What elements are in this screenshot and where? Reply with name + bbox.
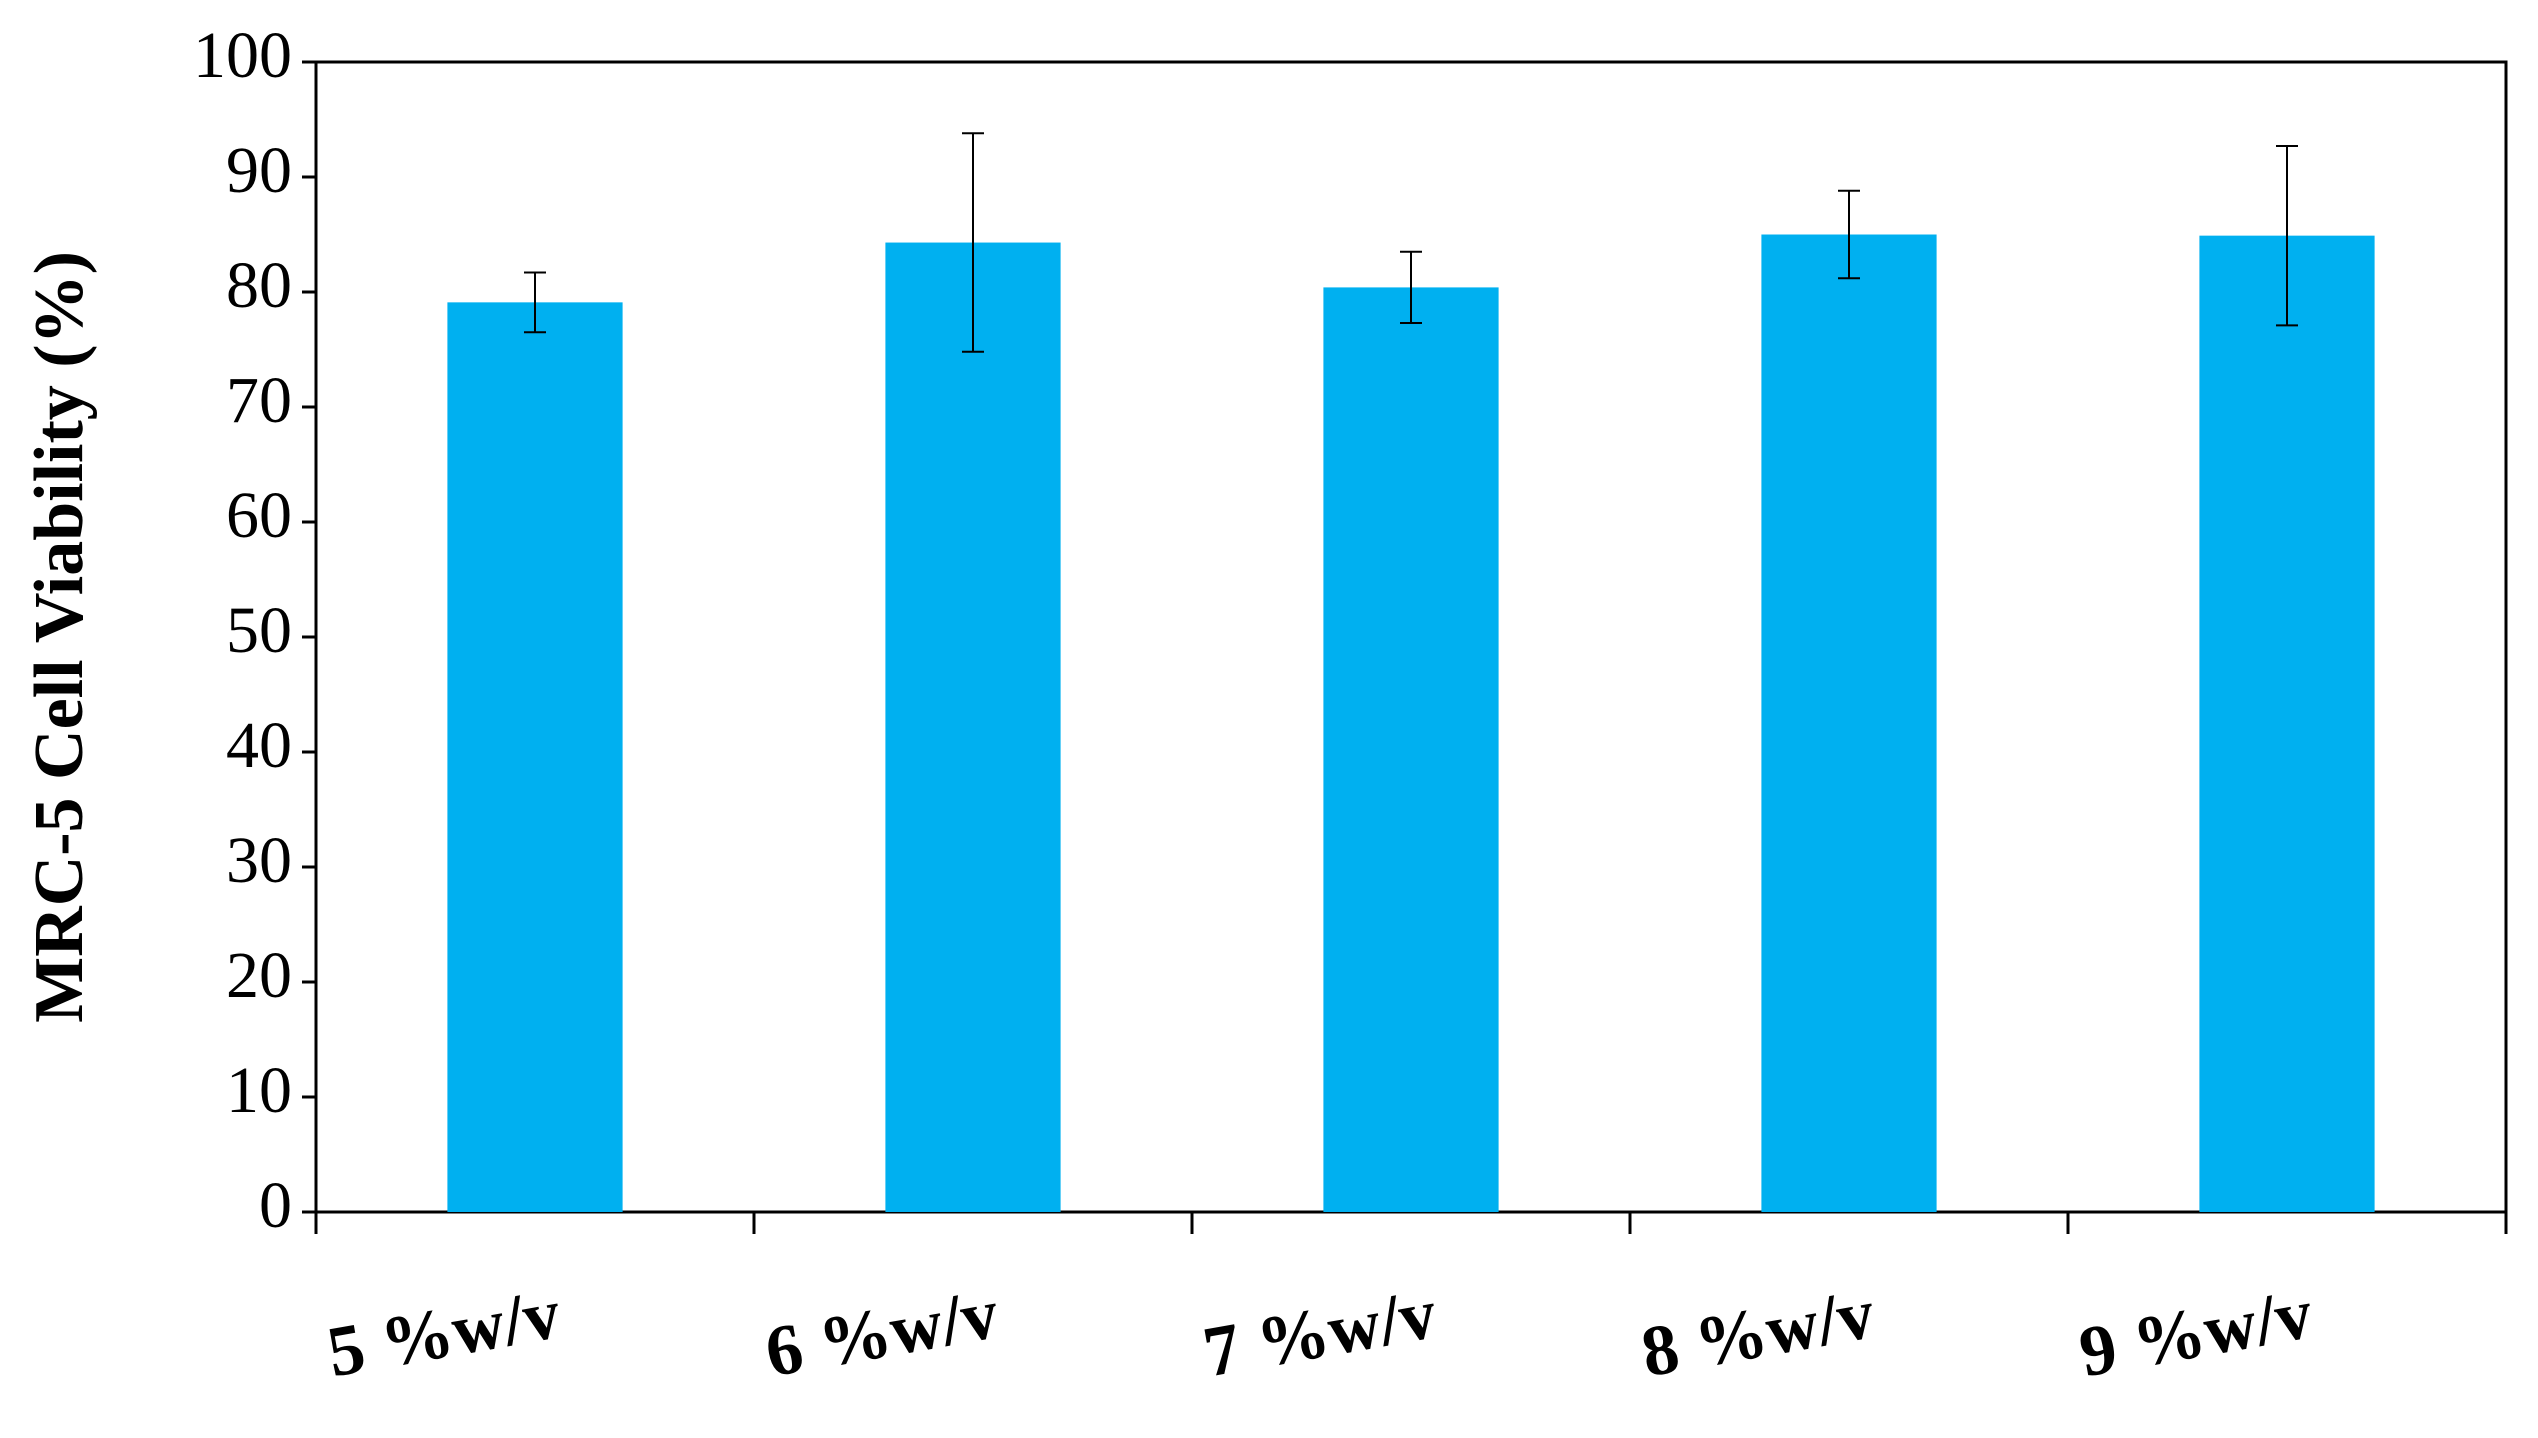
y-tick-label: 20 [226, 939, 292, 1012]
bar [1323, 287, 1499, 1212]
y-tick-label: 90 [226, 134, 292, 207]
y-tick-label: 60 [226, 479, 292, 552]
bar [447, 302, 623, 1213]
y-tick-label: 100 [193, 19, 292, 92]
bar [1761, 234, 1937, 1212]
x-tick-label: 9 %w/v [2074, 1273, 2318, 1392]
x-tick-label: 7 %w/v [1198, 1273, 1442, 1392]
y-tick-label: 80 [226, 249, 292, 322]
y-tick-label: 50 [226, 594, 292, 667]
y-tick-label: 30 [226, 824, 292, 897]
y-tick-label: 0 [259, 1169, 292, 1242]
bar [885, 242, 1061, 1213]
y-tick-label: 70 [226, 364, 292, 437]
y-tick-label: 10 [226, 1054, 292, 1127]
x-tick-label: 5 %w/v [322, 1273, 566, 1392]
x-tick-label: 8 %w/v [1636, 1273, 1880, 1392]
y-axis-label: MRC-5 Cell Viability (%) [21, 251, 98, 1023]
y-tick-label: 40 [226, 709, 292, 782]
x-tick-label: 6 %w/v [760, 1273, 1004, 1392]
bar [2199, 235, 2375, 1212]
